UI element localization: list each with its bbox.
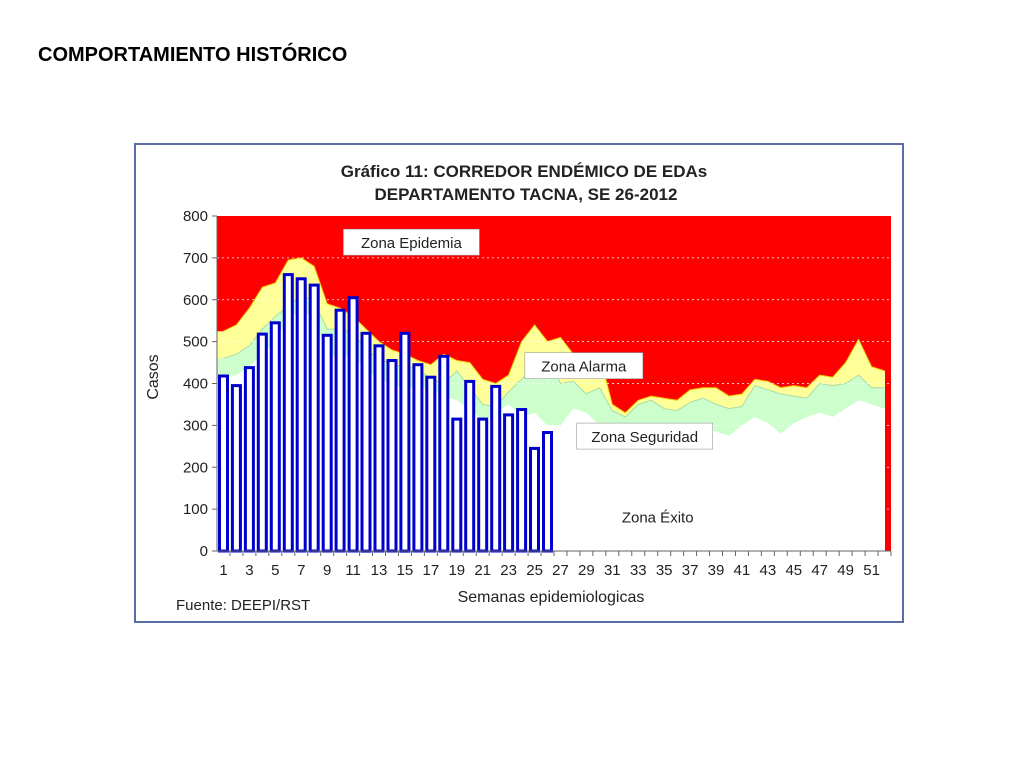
x-tick-label: 51 <box>863 562 880 579</box>
zone-label: Zona Alarma <box>541 359 627 376</box>
zone-label: Zona Epidemia <box>361 235 463 252</box>
case-bar <box>321 333 333 553</box>
y-axis-label: Casos <box>145 354 162 399</box>
case-bar <box>477 417 489 553</box>
slide-title: COMPORTAMIENTO HISTÓRICO <box>38 44 348 66</box>
x-tick-label: 7 <box>297 562 305 579</box>
x-tick-label: 29 <box>578 562 595 579</box>
y-tick-label: 200 <box>183 459 208 476</box>
zone-label-box <box>343 228 480 256</box>
case-bar <box>542 431 553 553</box>
x-tick-label: 45 <box>785 562 802 579</box>
case-bar <box>269 321 281 553</box>
x-tick-label: 35 <box>656 562 673 579</box>
case-bar <box>256 332 268 553</box>
case-bar <box>529 446 540 553</box>
x-tick-label: 23 <box>500 562 517 579</box>
x-tick-label: 19 <box>448 562 465 579</box>
x-tick-label: 43 <box>760 562 777 579</box>
case-bar <box>438 354 450 553</box>
case-bar <box>230 384 242 553</box>
case-bar <box>464 379 476 553</box>
alarm-zone-line <box>223 257 885 414</box>
case-bar <box>334 308 346 553</box>
case-bar <box>386 359 398 553</box>
x-tick-label: 5 <box>271 562 279 579</box>
x-axis-label: Semanas epidemiologicas <box>458 589 645 606</box>
case-bar <box>295 277 307 553</box>
y-tick-label: 300 <box>183 417 208 434</box>
case-bar <box>503 413 515 553</box>
y-tick-label: 0 <box>200 543 208 560</box>
x-tick-label: 9 <box>323 562 331 579</box>
case-bar <box>373 344 385 553</box>
x-tick-label: 25 <box>526 562 543 579</box>
zone-label-box <box>576 422 714 450</box>
x-tick-label: 41 <box>734 562 751 579</box>
case-bar <box>218 374 229 553</box>
case-bar <box>490 384 502 553</box>
x-tick-label: 1 <box>219 562 227 579</box>
case-bar <box>516 408 528 553</box>
x-tick-label: 31 <box>604 562 621 579</box>
case-bar <box>243 366 255 553</box>
case-bar <box>282 273 294 553</box>
y-tick-label: 700 <box>183 250 208 267</box>
case-bar <box>399 331 411 553</box>
x-tick-label: 13 <box>371 562 388 579</box>
x-tick-label: 27 <box>552 562 569 579</box>
y-tick-label: 100 <box>183 501 208 518</box>
x-tick-label: 11 <box>345 562 361 579</box>
zone-label: Zona Éxito <box>622 510 694 527</box>
y-tick-label: 600 <box>183 292 208 309</box>
case-bar <box>412 363 424 553</box>
chart-title: Gráfico 11: CORREDOR ENDÉMICO DE EDAs <box>341 162 708 181</box>
x-tick-label: 15 <box>397 562 414 579</box>
x-tick-label: 17 <box>423 562 440 579</box>
y-tick-label: 800 <box>183 208 208 225</box>
x-tick-label: 49 <box>837 562 854 579</box>
y-tick-label: 500 <box>183 334 208 351</box>
y-tick-label: 400 <box>183 376 208 393</box>
chart-subtitle: DEPARTAMENTO TACNA, SE 26-2012 <box>375 185 678 204</box>
x-tick-label: 3 <box>245 562 253 579</box>
case-bar <box>360 331 372 553</box>
source-note: Fuente: DEEPI/RST <box>176 597 310 614</box>
x-tick-label: 21 <box>474 562 491 579</box>
case-bar <box>425 375 437 553</box>
zone-label-box <box>524 352 644 379</box>
x-tick-label: 47 <box>811 562 828 579</box>
case-bar <box>451 417 463 553</box>
x-tick-label: 39 <box>708 562 725 579</box>
endemic-corridor-chart: Gráfico 11: CORREDOR ENDÉMICO DE EDAs DE… <box>145 162 892 614</box>
case-bar <box>308 283 320 553</box>
chart-frame: Gráfico 11: CORREDOR ENDÉMICO DE EDAs DE… <box>134 143 904 623</box>
x-tick-label: 33 <box>630 562 647 579</box>
case-bar <box>347 296 359 553</box>
zone-label: Zona Seguridad <box>591 429 698 446</box>
x-tick-label: 37 <box>682 562 699 579</box>
